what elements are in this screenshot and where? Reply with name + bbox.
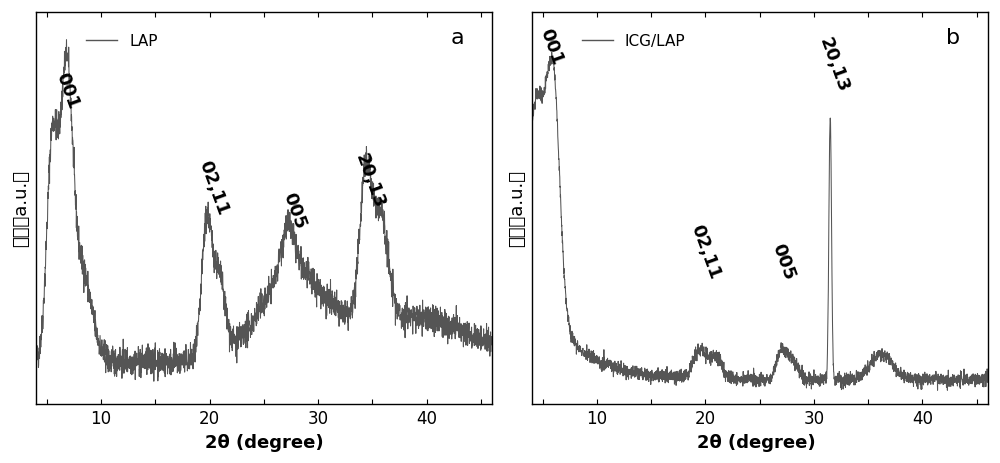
Text: 20,13: 20,13 [352,150,388,210]
Text: 001: 001 [537,25,566,67]
Text: 02,11: 02,11 [687,222,724,282]
X-axis label: 2θ (degree): 2θ (degree) [205,432,323,450]
X-axis label: 2θ (degree) : 2θ (degree) [697,432,822,450]
Legend: LAP: LAP [80,28,164,55]
Text: b: b [946,28,961,48]
Text: a: a [451,28,464,48]
Y-axis label: 强度（a.u.）: 强度（a.u.） [12,170,30,247]
Text: 005: 005 [769,240,798,282]
Text: 005: 005 [279,190,309,232]
Y-axis label: 强度（a.u.）: 强度（a.u.） [508,170,526,247]
Text: 001: 001 [53,70,82,111]
Text: 02,11: 02,11 [195,158,231,217]
Legend: ICG/LAP: ICG/LAP [576,28,692,55]
Text: 20,13: 20,13 [815,35,852,94]
